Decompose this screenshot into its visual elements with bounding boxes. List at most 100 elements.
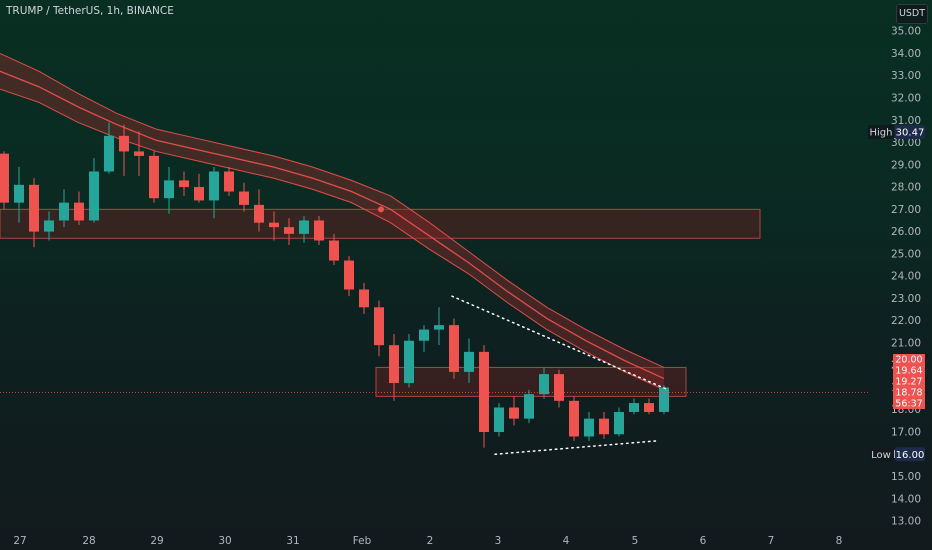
candle-body [59, 202, 69, 221]
price-tag [893, 376, 925, 387]
candle-body [404, 340, 414, 384]
candle-body [584, 418, 594, 437]
candle-body [74, 202, 84, 221]
low-label-bg [868, 447, 894, 462]
candle-body [464, 351, 474, 372]
candle-body [539, 374, 549, 395]
x-tick-label: 3 [495, 535, 502, 547]
candle-body [89, 171, 99, 221]
high-label: High [870, 128, 893, 139]
wedge-upper-trendline [451, 295, 669, 391]
price-tag-text: 19.27 [895, 377, 922, 388]
candle-body [374, 307, 384, 346]
x-tick-label: 5 [632, 535, 639, 547]
candle-body [494, 407, 504, 433]
candle-body [29, 184, 39, 232]
y-tick-label: 29.00 [891, 159, 921, 171]
candle-body [449, 325, 459, 372]
x-tick-label: 4 [563, 535, 570, 547]
candle-body [239, 191, 249, 205]
low-label: Low [871, 450, 891, 461]
currency-button[interactable]: USDT [896, 4, 928, 24]
price-tag [893, 365, 925, 376]
candle-body [44, 220, 54, 232]
chart-title: TRUMP / TetherUS, 1h, BINANCE [6, 5, 174, 17]
candle-body [269, 222, 279, 228]
y-tick-label: 21.00 [891, 337, 921, 349]
candle-body [344, 260, 354, 290]
y-tick-label: 13.00 [891, 516, 921, 528]
x-tick-label: 8 [836, 535, 843, 547]
high-label-bg [868, 125, 894, 140]
x-tick-label: 27 [13, 535, 26, 547]
y-tick-label: 33.00 [891, 70, 921, 82]
y-tick-label: 14.00 [891, 493, 921, 505]
high-value-bg [895, 125, 925, 140]
y-tick-label: 15.00 [891, 471, 921, 483]
price-tag-text: 20.00 [895, 355, 922, 366]
candle-body [134, 151, 144, 156]
x-tick-label: 2 [427, 535, 434, 547]
ma-line [0, 88, 665, 391]
price-tag-text: 18.78 [895, 388, 922, 399]
candle-body [299, 220, 309, 234]
candle-body [644, 403, 654, 412]
sr-zone [0, 208, 761, 239]
candle-body [119, 135, 129, 152]
price-tag-text: 56:37 [895, 399, 922, 410]
candle-body [599, 418, 609, 435]
x-tick-label: Feb [353, 535, 372, 547]
ma-ribbon [0, 53, 664, 390]
candle-body [224, 171, 234, 192]
y-tick-label: 31.00 [891, 115, 921, 127]
y-tick-label: 26.00 [891, 226, 921, 238]
x-tick-label: 6 [700, 535, 707, 547]
ma-line [0, 52, 665, 368]
candle-body [509, 407, 519, 419]
y-tick-label: 30.00 [891, 137, 921, 149]
x-tick-label: 29 [150, 535, 163, 547]
candle-body [104, 135, 114, 172]
y-tick-label: 34.00 [891, 48, 921, 60]
price-tag-text: 19.64 [895, 366, 922, 377]
y-tick-label: 28.00 [891, 182, 921, 194]
price-tag [893, 387, 925, 398]
low-value-bg [895, 447, 925, 462]
candle-body [629, 403, 639, 412]
ma-line [0, 70, 665, 380]
y-tick-label: 17.00 [891, 427, 921, 439]
candle-body [359, 289, 369, 308]
sr-zone [375, 366, 687, 397]
candle-body [659, 387, 669, 412]
candle-body [194, 187, 204, 201]
y-tick-label: 32.00 [891, 92, 921, 104]
candle-body [524, 394, 534, 419]
candle-body [209, 171, 219, 201]
x-tick-label: 31 [286, 535, 299, 547]
candle-body [569, 400, 579, 437]
candle-body [254, 204, 264, 223]
candle-body [14, 184, 24, 203]
candle-body [479, 351, 489, 433]
high-value: 30.47 [896, 128, 925, 139]
candle-body [0, 153, 9, 203]
low-value: 16.00 [896, 450, 925, 461]
price-tag [893, 354, 925, 365]
y-tick-label: 25.00 [891, 248, 921, 260]
y-tick-label: 23.00 [891, 293, 921, 305]
candle-body [434, 325, 444, 330]
candle-body [329, 240, 339, 261]
candle-body [149, 155, 159, 199]
wedge-lower-trendline [494, 440, 657, 456]
candle-body [554, 374, 564, 401]
candle-body [314, 220, 324, 241]
y-tick-label: 27.00 [891, 204, 921, 216]
candle-body [179, 180, 189, 188]
y-tick-label: 22.00 [891, 315, 921, 327]
price-tag [893, 398, 925, 409]
candle-body [419, 329, 429, 341]
candle-body [164, 180, 174, 199]
candle-body [389, 345, 399, 384]
